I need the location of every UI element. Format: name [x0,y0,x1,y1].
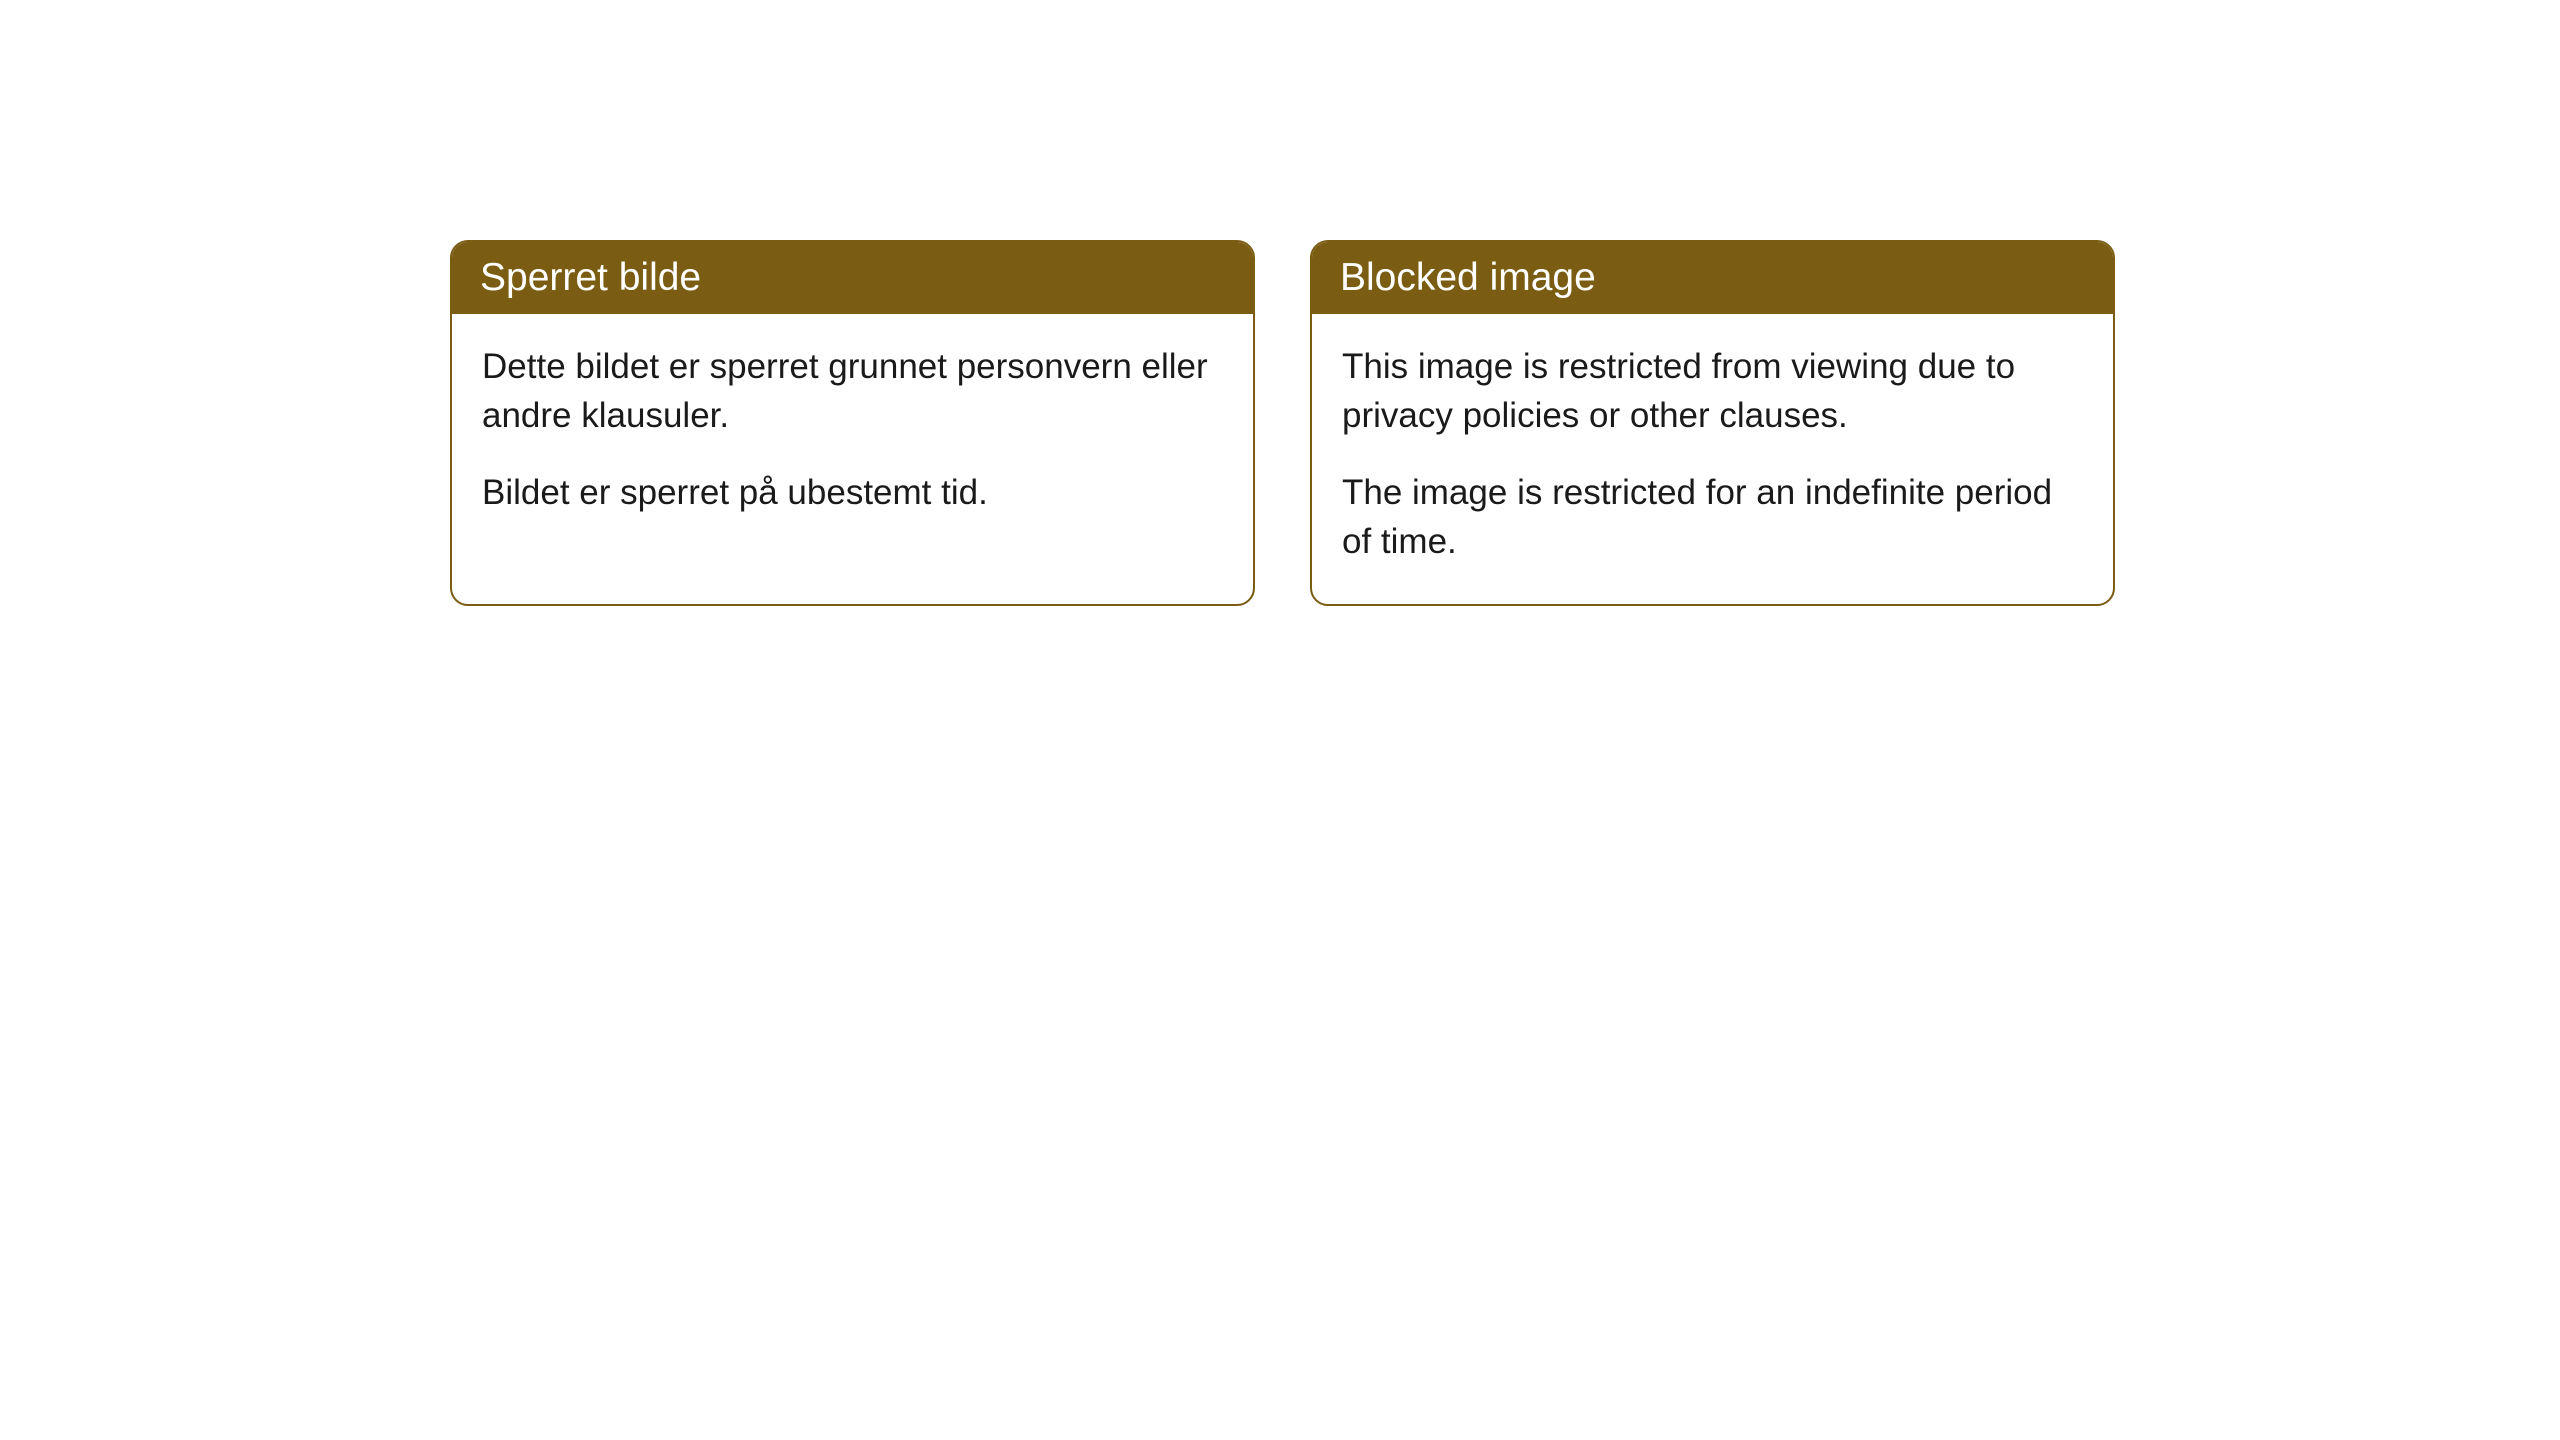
card-body: Dette bildet er sperret grunnet personve… [452,314,1253,555]
card-title: Sperret bilde [480,256,701,299]
card-paragraph: Dette bildet er sperret grunnet personve… [482,342,1223,440]
card-header: Sperret bilde [452,242,1253,314]
notice-cards-container: Sperret bilde Dette bildet er sperret gr… [450,240,2560,606]
notice-card-english: Blocked image This image is restricted f… [1310,240,2115,606]
card-paragraph: Bildet er sperret på ubestemt tid. [482,468,1223,517]
card-paragraph: This image is restricted from viewing du… [1342,342,2083,440]
notice-card-norwegian: Sperret bilde Dette bildet er sperret gr… [450,240,1255,606]
card-header: Blocked image [1312,242,2113,314]
card-title: Blocked image [1340,256,1596,299]
card-body: This image is restricted from viewing du… [1312,314,2113,604]
card-paragraph: The image is restricted for an indefinit… [1342,468,2083,566]
